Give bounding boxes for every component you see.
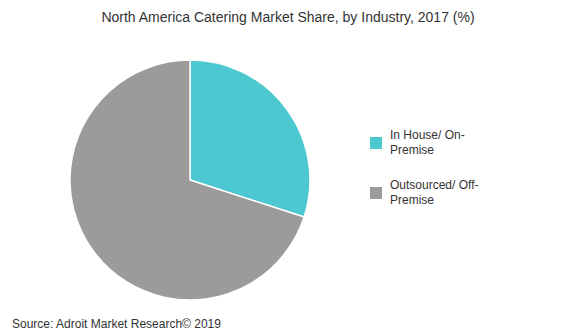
pie-slice — [70, 60, 304, 300]
source-text: Source: Adroit Market Research© 2019 — [12, 317, 221, 331]
chart-container: North America Catering Market Share, by … — [0, 0, 576, 336]
pie — [70, 60, 310, 300]
legend: In House/ On-Premise Outsourced/ Off-Prem… — [370, 128, 478, 207]
title: North America Catering Market Share, by … — [101, 9, 474, 25]
legend-label: In House/ On-Premise — [390, 128, 465, 157]
legend-label: Outsourced/ Off-Premise — [390, 178, 478, 207]
chart-svg: North America Catering Market Share, by … — [0, 0, 576, 336]
legend-swatch — [370, 187, 382, 199]
legend-swatch — [370, 137, 382, 149]
